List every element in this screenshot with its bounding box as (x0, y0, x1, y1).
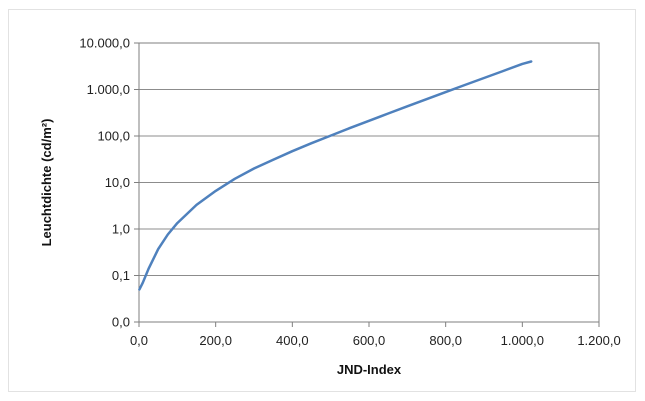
x-tick-label: 200,0 (199, 333, 232, 348)
x-tick-label: 400,0 (276, 333, 309, 348)
chart-frame: 10.000,0 1.000,0 100,0 10,0 1,0 0,1 0,0 0,0 200,… (8, 9, 636, 392)
x-axis-title: JND-Index (337, 362, 402, 377)
y-tick-label: 0,0 (112, 315, 130, 330)
x-tick-label: 600,0 (353, 333, 386, 348)
y-tick-label: 1.000,0 (87, 82, 130, 97)
tick-labels: 10.000,0 1.000,0 100,0 10,0 1,0 0,1 0,00,0 200,… (79, 36, 620, 349)
gridlines (139, 89, 599, 276)
x-tick-label: 1.000,0 (501, 333, 544, 348)
y-tick-label: 10,0 (105, 175, 130, 190)
series-line (138, 60, 533, 291)
x-tick-label: 800,0 (429, 333, 462, 348)
y-tick-label: 10.000,0 (79, 36, 130, 51)
x-tick-label: 0,0 (130, 333, 148, 348)
line-chart: 10.000,0 1.000,0 100,0 10,0 1,0 0,1 0,00,0 200,… (39, 36, 621, 378)
y-tick-label: 0,1 (112, 268, 130, 283)
x-tick-label: 1.200,0 (577, 333, 620, 348)
series-layer (138, 60, 533, 291)
y-tick-label: 100,0 (97, 129, 130, 144)
tick-marks (134, 42, 600, 327)
y-axis-title: Leuchtdichte (cd/m²) (39, 119, 54, 247)
y-tick-label: 1,0 (112, 222, 130, 237)
